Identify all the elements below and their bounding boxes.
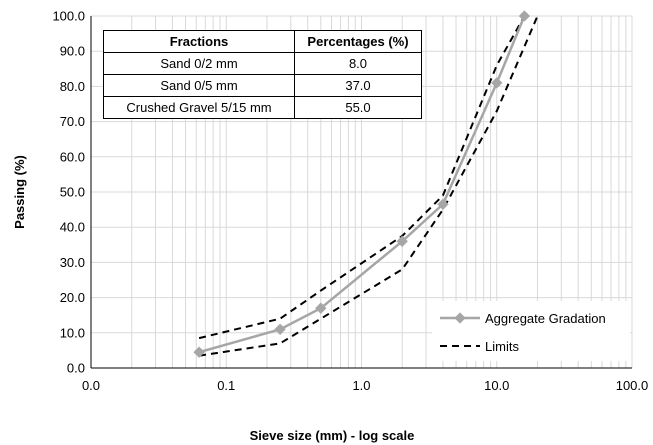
y-tick-label: 40.0 [60, 220, 85, 235]
header-percentages: Percentages (%) [294, 30, 422, 53]
table-row: Crushed Gravel 5/15 mm 55.0 [103, 96, 422, 119]
fraction-name: Sand 0/2 mm [103, 52, 295, 75]
legend-gradation-label: Aggregate Gradation [485, 311, 606, 326]
limit-line [198, 15, 539, 357]
fraction-name: Crushed Gravel 5/15 mm [103, 96, 295, 119]
y-axis-title: Passing (%) [12, 155, 27, 229]
x-tick-label: 0.1 [217, 378, 235, 393]
fraction-percentage: 55.0 [294, 96, 422, 119]
table-header-row: Fractions Percentages (%) [103, 30, 422, 53]
y-tick-label: 60.0 [60, 149, 85, 164]
x-tick-label: 10.0 [484, 378, 509, 393]
legend-limits-label: Limits [485, 339, 519, 354]
y-tick-label: 100.0 [52, 9, 85, 24]
x-tick-label: 1.0 [352, 378, 370, 393]
y-tick-label: 70.0 [60, 114, 85, 129]
gradation-point [193, 346, 205, 358]
y-tick-label: 50.0 [60, 185, 85, 200]
y-tick-label: 80.0 [60, 79, 85, 94]
fractions-table: Fractions Percentages (%) Sand 0/2 mm 8.… [103, 30, 422, 119]
legend-box [432, 301, 630, 361]
y-tick-label: 10.0 [60, 325, 85, 340]
fraction-percentage: 8.0 [294, 52, 422, 75]
y-tick-label: 30.0 [60, 255, 85, 270]
table-row: Sand 0/5 mm 37.0 [103, 74, 422, 97]
x-tick-label: 100.0 [616, 378, 649, 393]
y-tick-label: 0.0 [67, 361, 85, 376]
header-fractions: Fractions [103, 30, 295, 53]
y-tick-label: 90.0 [60, 44, 85, 59]
legend: Aggregate Gradation Limits [432, 301, 630, 361]
fraction-percentage: 37.0 [294, 74, 422, 97]
tick-labels: 0.0 0.1 1.0 10.0 100.0 0.0 10.0 20.0 30.0 40.0 50.… [52, 9, 648, 394]
x-tick-label: 0.0 [82, 378, 100, 393]
x-axis-title: Sieve size (mm) - log scale [250, 428, 415, 443]
fraction-name: Sand 0/5 mm [103, 74, 295, 97]
y-tick-label: 20.0 [60, 290, 85, 305]
gradation-point [518, 10, 531, 22]
table-row: Sand 0/2 mm 8.0 [103, 52, 422, 75]
